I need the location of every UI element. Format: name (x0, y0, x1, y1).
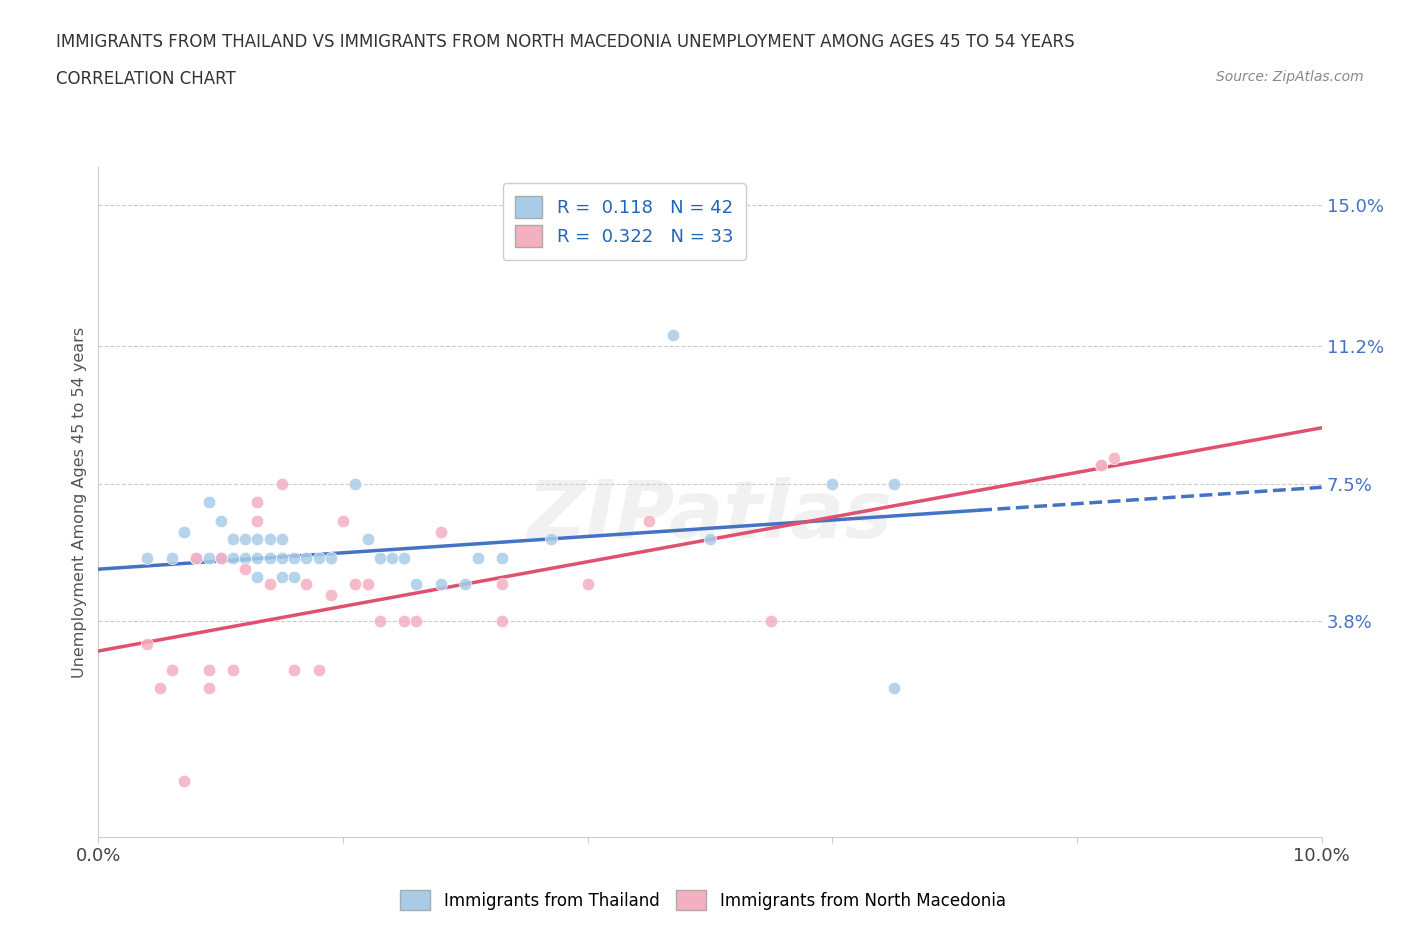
Point (392, 551, 416, 565)
Y-axis label: Unemployment Among Ages 45 to 54 years: Unemployment Among Ages 45 to 54 years (72, 326, 87, 678)
Point (283, 662, 305, 677)
Point (233, 562, 256, 577)
Point (319, 588, 342, 603)
Point (233, 551, 256, 565)
Point (270, 551, 292, 565)
Point (344, 476, 367, 491)
Point (209, 551, 232, 565)
Point (160, 551, 183, 565)
Point (136, 636, 159, 651)
Point (270, 569, 292, 584)
Point (173, 774, 195, 789)
Point (233, 532, 256, 547)
Text: ZIPatlas: ZIPatlas (527, 476, 893, 554)
Point (662, 327, 685, 342)
Point (259, 532, 281, 547)
Point (344, 577, 367, 591)
Point (319, 551, 342, 565)
Point (1102, 450, 1125, 465)
Point (259, 551, 281, 565)
Point (1090, 458, 1112, 472)
Point (222, 532, 245, 547)
Point (368, 614, 391, 629)
Point (332, 513, 354, 528)
Point (246, 532, 269, 547)
Point (405, 577, 427, 591)
Point (186, 551, 208, 565)
Point (136, 551, 159, 565)
Point (197, 681, 219, 696)
Point (821, 476, 844, 491)
Point (270, 532, 292, 547)
Point (759, 614, 782, 629)
Point (405, 614, 427, 629)
Point (392, 614, 416, 629)
Point (356, 532, 378, 547)
Point (699, 532, 721, 547)
Point (283, 569, 305, 584)
Point (308, 662, 330, 677)
Point (295, 577, 318, 591)
Point (173, 525, 195, 539)
Point (209, 513, 232, 528)
Point (356, 577, 378, 591)
Point (186, 551, 208, 565)
Point (246, 551, 269, 565)
Point (540, 532, 562, 547)
Point (246, 569, 269, 584)
Point (368, 551, 391, 565)
Text: CORRELATION CHART: CORRELATION CHART (56, 70, 236, 87)
Point (270, 476, 292, 491)
Point (197, 495, 219, 510)
Point (246, 495, 269, 510)
Point (637, 513, 661, 528)
Point (491, 577, 513, 591)
Point (246, 513, 269, 528)
Point (467, 551, 489, 565)
Point (197, 551, 219, 565)
Point (295, 551, 318, 565)
Point (553, 234, 575, 249)
Point (308, 551, 330, 565)
Point (883, 681, 905, 696)
Point (381, 551, 404, 565)
Text: IMMIGRANTS FROM THAILAND VS IMMIGRANTS FROM NORTH MACEDONIA UNEMPLOYMENT AMONG A: IMMIGRANTS FROM THAILAND VS IMMIGRANTS F… (56, 33, 1074, 50)
Point (430, 577, 453, 591)
Point (283, 551, 305, 565)
Point (491, 614, 513, 629)
Point (222, 551, 245, 565)
Point (1090, 458, 1112, 472)
Point (259, 577, 281, 591)
Text: Source: ZipAtlas.com: Source: ZipAtlas.com (1216, 70, 1364, 84)
Point (883, 476, 905, 491)
Legend: R =  0.118   N = 42, R =  0.322   N = 33: R = 0.118 N = 42, R = 0.322 N = 33 (503, 183, 747, 259)
Point (454, 577, 477, 591)
Point (222, 662, 245, 677)
Legend: Immigrants from Thailand, Immigrants from North Macedonia: Immigrants from Thailand, Immigrants fro… (394, 884, 1012, 917)
Point (209, 551, 232, 565)
Point (197, 662, 219, 677)
Point (430, 525, 453, 539)
Point (160, 662, 183, 677)
Point (576, 577, 599, 591)
Point (149, 681, 172, 696)
Point (491, 551, 513, 565)
